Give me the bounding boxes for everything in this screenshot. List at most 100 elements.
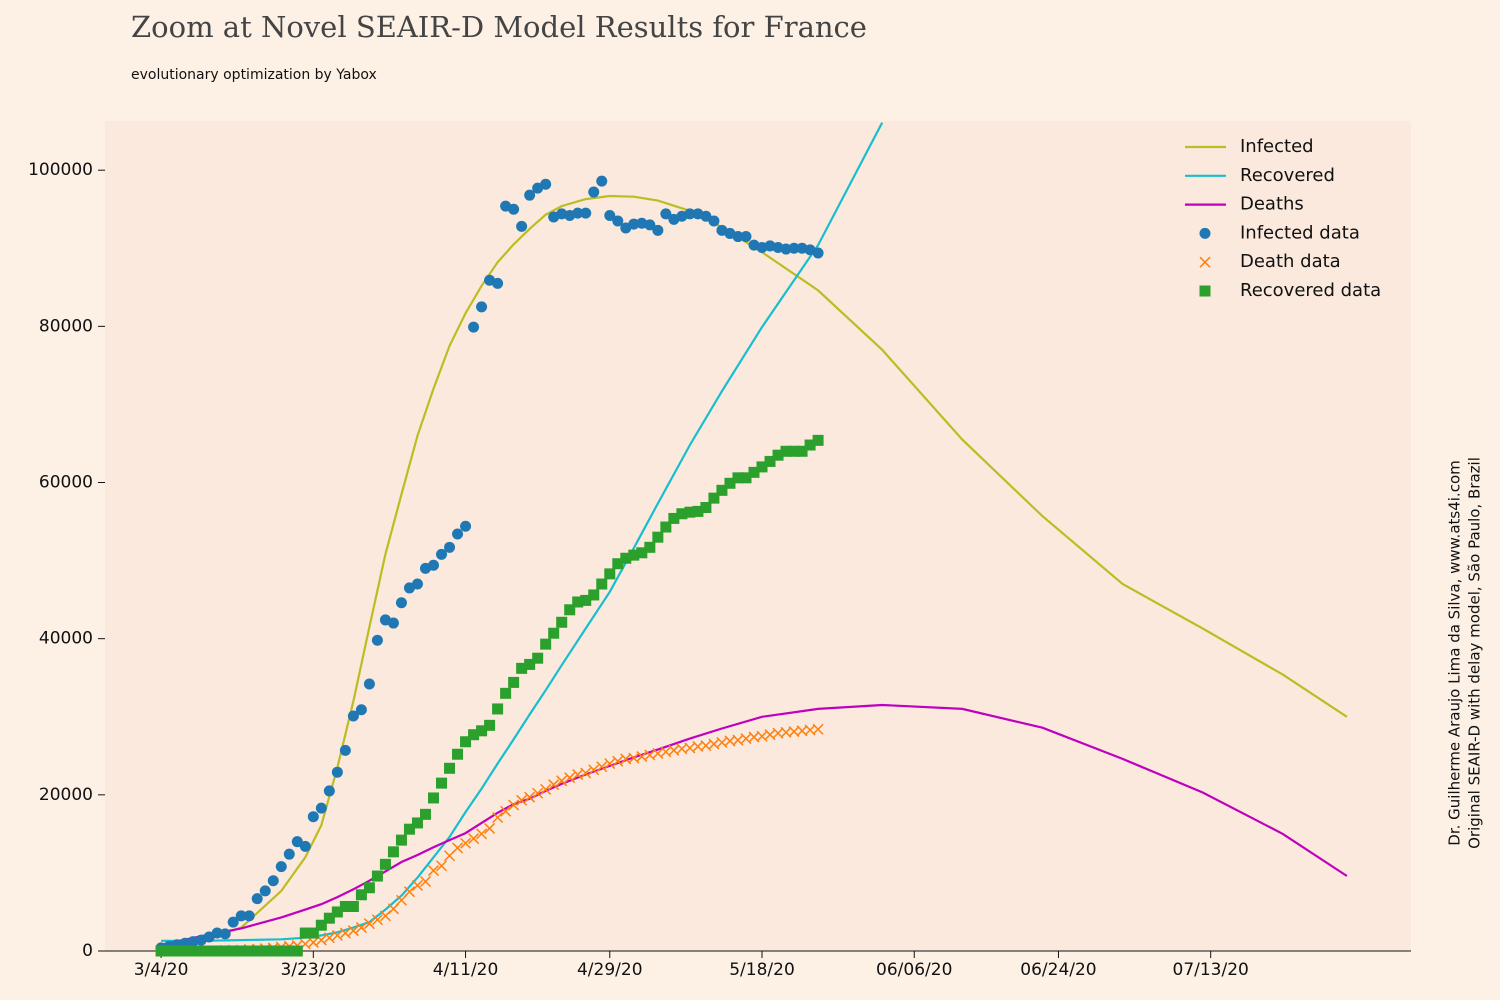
point [676, 508, 688, 520]
legend-label: Deaths [1240, 194, 1304, 215]
point [371, 634, 383, 646]
point [700, 210, 712, 222]
point [668, 512, 680, 524]
point [428, 559, 440, 571]
point [355, 922, 367, 934]
point [516, 662, 528, 674]
point [436, 548, 448, 560]
point [235, 945, 247, 957]
point [219, 928, 231, 940]
x-marker [812, 723, 824, 735]
point [596, 578, 608, 590]
point [307, 811, 319, 823]
point [227, 945, 239, 957]
point [740, 231, 752, 243]
x-marker [516, 794, 528, 806]
point [436, 777, 448, 789]
y-tick-label: 20000 [39, 785, 93, 805]
point [187, 945, 199, 957]
point [355, 889, 367, 901]
point [612, 215, 624, 227]
point [476, 828, 488, 840]
point [812, 247, 824, 259]
x-marker [371, 914, 383, 926]
x-marker [540, 783, 552, 795]
legend-label: Recovered [1240, 165, 1335, 186]
point [219, 945, 231, 957]
point [500, 687, 512, 699]
point [411, 817, 423, 829]
point [411, 879, 424, 891]
point [732, 472, 744, 484]
point [564, 772, 576, 784]
point [307, 936, 319, 948]
point [211, 945, 223, 957]
point [524, 658, 536, 670]
point [395, 834, 407, 846]
x-marker [508, 799, 520, 811]
line [160, 194, 1348, 946]
point [548, 627, 560, 639]
x-marker [355, 922, 367, 934]
point [379, 858, 391, 870]
y-tick-label: 80000 [39, 316, 93, 336]
point [163, 945, 175, 957]
point [476, 301, 488, 313]
point [259, 945, 271, 957]
x-marker [1199, 256, 1211, 268]
x-marker [339, 927, 351, 939]
point [347, 900, 359, 912]
point [556, 775, 568, 787]
point [387, 846, 399, 858]
point [484, 719, 496, 731]
point [756, 461, 768, 473]
point [347, 925, 359, 937]
x-marker [347, 925, 359, 937]
x-marker [331, 929, 343, 941]
point [1199, 256, 1211, 268]
annotation: Original SEAIR-D with delay model, São P… [1466, 457, 1484, 849]
point [347, 710, 359, 722]
x-marker [596, 761, 608, 773]
point [468, 729, 480, 741]
point [524, 791, 536, 803]
point [468, 833, 480, 845]
point [612, 558, 624, 570]
point [500, 805, 512, 817]
x-marker [532, 787, 544, 799]
point [211, 927, 223, 939]
point [492, 277, 504, 289]
point [203, 945, 215, 957]
point [419, 875, 432, 888]
point [492, 811, 504, 824]
point [259, 885, 271, 897]
point [724, 477, 736, 489]
point [323, 785, 335, 797]
point [1199, 285, 1211, 297]
point [796, 445, 808, 457]
point [604, 758, 616, 770]
point [532, 787, 544, 799]
x-marker [427, 865, 440, 877]
point [460, 837, 472, 849]
point [363, 882, 375, 894]
x-tick-label: 06/06/20 [876, 960, 952, 980]
point [628, 218, 640, 230]
legend-label: Infected [1240, 136, 1314, 157]
point [788, 445, 800, 457]
point [516, 220, 528, 232]
point [660, 208, 672, 220]
point [540, 178, 552, 190]
point [452, 842, 464, 854]
point [1199, 227, 1211, 239]
point [299, 840, 311, 852]
point [780, 445, 792, 457]
point [708, 492, 720, 504]
point [371, 914, 383, 926]
point [572, 207, 584, 219]
point [452, 748, 464, 760]
point [403, 886, 415, 898]
point [235, 910, 247, 922]
x-tick-label: 5/18/20 [729, 960, 795, 980]
